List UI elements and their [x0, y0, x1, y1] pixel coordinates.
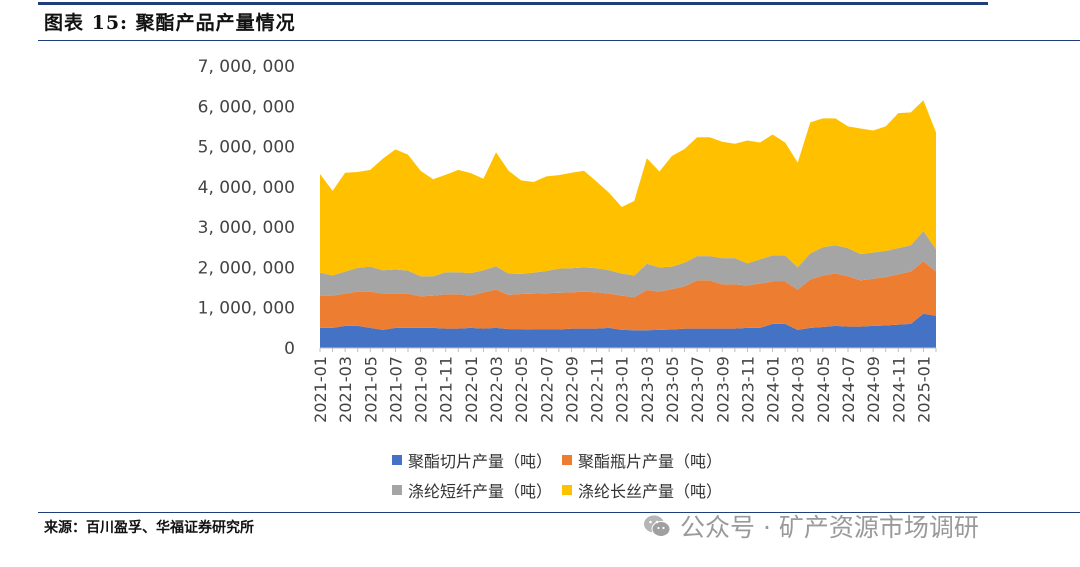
area-chip [320, 313, 936, 348]
x-tick-label: 2024-07 [839, 356, 858, 423]
watermark-text: 公众号 · 矿产资源市场调研 [680, 513, 979, 542]
legend-swatch-staple [392, 485, 402, 495]
x-tick-label: 2022-09 [562, 356, 581, 423]
legend: 聚酯切片产量（吨） 聚酯瓶片产量（吨） 涤纶短纤产量（吨） 涤纶长丝产量（吨） [392, 445, 772, 505]
x-tick-label: 2023-11 [738, 356, 757, 423]
x-tick-label: 2023-01 [613, 356, 632, 423]
x-tick-label: 2024-11 [889, 356, 908, 423]
top-rule [38, 2, 988, 5]
x-tick-label: 2024-05 [814, 356, 833, 423]
source-note: 来源：百川盈孚、华福证券研究所 [44, 520, 254, 536]
legend-label-bottle: 聚酯瓶片产量（吨） [578, 452, 723, 471]
x-tick-label: 2021-01 [311, 356, 330, 423]
x-tick-label: 2021-05 [361, 356, 380, 423]
y-tick-label: 5, 000, 000 [198, 138, 295, 158]
y-axis-ticks: 0 1, 000, 000 2, 000, 000 3, 000, 000 4, 000… [198, 57, 295, 359]
x-tick-label: 2024-03 [789, 356, 808, 423]
legend-swatch-bottle [562, 455, 573, 465]
x-tick-label: 2022-01 [462, 356, 481, 423]
legend-label-filament: 涤纶长丝产量（吨） [578, 482, 723, 501]
area-series [320, 100, 936, 348]
y-tick-label: 4, 000, 000 [198, 178, 295, 198]
x-axis-ticks: 2021-01 2021-03 2021-05 2021-07 2021-09 2021-… [311, 347, 937, 423]
watermark: 公众号 · 矿产资源市场调研 [642, 508, 979, 544]
x-tick-label: 2022-07 [537, 356, 556, 423]
legend-item-staple: 涤纶短纤产量（吨） [392, 478, 552, 502]
x-tick-label: 2023-09 [713, 356, 732, 423]
x-tick-label: 2021-03 [336, 356, 355, 423]
legend-label-staple: 涤纶短纤产量（吨） [408, 482, 553, 501]
legend-item-chip: 聚酯切片产量（吨） [392, 448, 552, 472]
legend-label-chip: 聚酯切片产量（吨） [408, 452, 553, 471]
bottom-rule [38, 512, 1080, 513]
y-tick-label: 6, 000, 000 [198, 97, 295, 117]
y-tick-label: 7, 000, 000 [198, 57, 295, 77]
wechat-icon [644, 515, 671, 537]
x-tick-label: 2024-01 [764, 356, 783, 423]
title-rule [38, 40, 1080, 41]
legend-swatch-filament [562, 485, 573, 495]
y-tick-label: 0 [284, 339, 295, 359]
area-staple [320, 231, 936, 298]
area-bottle [320, 261, 936, 331]
x-tick-label: 2022-05 [512, 356, 531, 423]
stacked-area-chart: 0 1, 000, 000 2, 000, 000 3, 000, 000 4, 000… [198, 57, 937, 423]
area-filament [320, 100, 936, 277]
legend-swatch-chip [392, 455, 402, 465]
x-tick-label: 2021-09 [412, 356, 431, 423]
x-tick-label: 2023-07 [688, 356, 707, 423]
figure-title: 图表 15: 聚酯产品产量情况 [44, 12, 296, 34]
x-tick-label: 2022-11 [588, 356, 607, 423]
x-tick-label: 2021-07 [386, 356, 405, 423]
y-tick-label: 3, 000, 000 [198, 218, 295, 238]
x-tick-label: 2022-03 [487, 356, 506, 423]
x-tick-label: 2021-11 [437, 356, 456, 423]
y-tick-label: 1, 000, 000 [198, 299, 295, 319]
x-tick-label: 2023-05 [663, 356, 682, 423]
x-tick-label: 2025-01 [914, 356, 933, 423]
y-tick-label: 2, 000, 000 [198, 258, 295, 278]
legend-item-filament: 涤纶长丝产量（吨） [562, 478, 722, 502]
x-tick-label: 2023-03 [638, 356, 657, 423]
x-tick-label: 2024-09 [864, 356, 883, 423]
legend-item-bottle: 聚酯瓶片产量（吨） [562, 448, 722, 472]
